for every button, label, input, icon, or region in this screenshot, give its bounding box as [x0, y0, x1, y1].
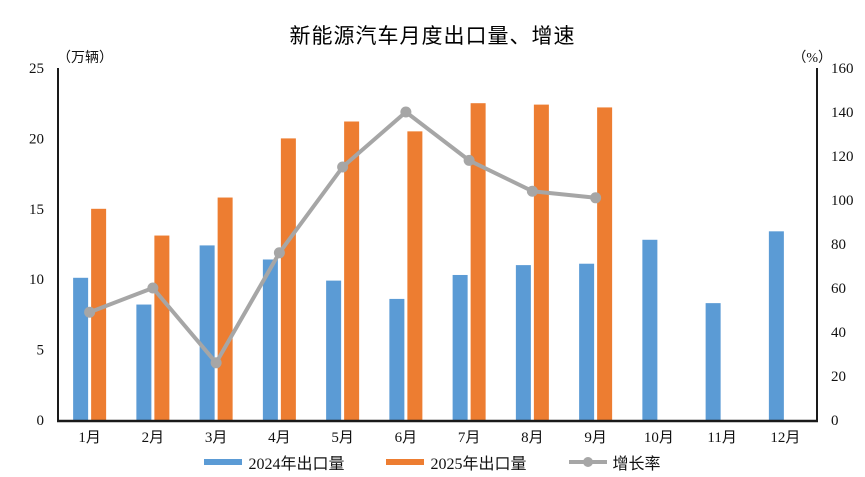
legend-label-2025: 2025年出口量 — [430, 456, 527, 473]
growth-point-2月 — [147, 282, 159, 294]
right-axis-tick-label: 40 — [831, 325, 846, 341]
bar-2024年出口量-2月 — [136, 304, 152, 420]
growth-point-3月 — [210, 357, 222, 369]
left-axis-tick-label: 0 — [37, 413, 45, 429]
legend-item-growth: 增长率 — [568, 450, 661, 474]
chart-title: 新能源汽车月度出口量、增速 — [289, 24, 576, 48]
right-axis-tick-label: 160 — [831, 61, 854, 77]
legend-label-growth: 增长率 — [612, 456, 661, 473]
x-axis-tick-label: 4月 — [268, 430, 291, 446]
bar-2024年出口量-3月 — [199, 245, 215, 420]
x-axis-tick-label: 2月 — [142, 430, 165, 446]
bar-2025年出口量-1月 — [91, 208, 107, 420]
legend-label-2024: 2024年出口量 — [248, 456, 345, 473]
x-axis-tick-label: 3月 — [205, 430, 228, 446]
left-axis-tick-label: 20 — [29, 131, 44, 147]
left-axis-tick-label: 15 — [29, 202, 44, 218]
bar-2024年出口量-9月 — [579, 263, 595, 420]
growth-point-8月 — [526, 185, 538, 197]
left-axis-tick-label: 5 — [37, 343, 45, 359]
bar-2025年出口量-5月 — [344, 121, 360, 420]
bar-2024年出口量-6月 — [389, 298, 405, 420]
bar-2024年出口量-10月 — [642, 239, 658, 420]
bar-2024年出口量-8月 — [515, 265, 531, 420]
right-axis-tick-label: 100 — [831, 193, 854, 209]
right-axis-tick-label: 0 — [831, 413, 839, 429]
bar-2024年出口量-4月 — [262, 259, 278, 420]
bar-2025年出口量-3月 — [217, 197, 233, 420]
right-axis-unit-label: （%） — [792, 51, 832, 66]
right-axis-tick-label: 80 — [831, 237, 846, 253]
x-axis-tick-label: 9月 — [584, 430, 607, 446]
growth-point-9月 — [590, 192, 602, 204]
legend: 2024年出口量 2025年出口量 增长率 — [0, 450, 865, 474]
bar-2025年出口量-2月 — [154, 235, 170, 420]
x-axis-tick-label: 8月 — [521, 430, 544, 446]
bar-2025年出口量-8月 — [533, 104, 549, 420]
right-axis-tick-label: 60 — [831, 281, 846, 297]
growth-point-7月 — [463, 154, 475, 166]
bar-2025年出口量-4月 — [280, 138, 296, 420]
growth-point-4月 — [273, 247, 285, 259]
x-axis-tick-label: 1月 — [78, 430, 101, 446]
x-axis-tick-label: 5月 — [331, 430, 354, 446]
bar-2025年出口量-7月 — [470, 103, 486, 420]
right-axis-tick-label: 140 — [831, 105, 854, 121]
bar-2024年出口量-7月 — [452, 274, 468, 420]
bar-2024年出口量-1月 — [73, 277, 89, 420]
bar-2024年出口量-12月 — [768, 231, 784, 420]
right-axis-tick-label: 20 — [831, 369, 846, 385]
legend-item-2025: 2025年出口量 — [386, 450, 527, 474]
left-axis-tick-label: 25 — [29, 61, 44, 77]
right-axis-tick-label: 120 — [831, 149, 854, 165]
legend-swatch-2025 — [386, 459, 425, 465]
x-axis-tick-label: 6月 — [395, 430, 418, 446]
x-axis-tick-label: 10月 — [644, 430, 674, 446]
bar-2025年出口量-6月 — [407, 131, 423, 421]
legend-line-marker-icon — [568, 456, 607, 468]
left-axis-tick-label: 10 — [29, 272, 44, 288]
bar-2024年出口量-11月 — [705, 303, 721, 420]
growth-point-6月 — [400, 106, 412, 118]
x-axis-tick-label: 12月 — [770, 430, 800, 446]
legend-item-2024: 2024年出口量 — [204, 450, 344, 474]
growth-point-5月 — [337, 161, 349, 173]
bar-2024年出口量-5月 — [326, 280, 342, 420]
x-axis-tick-label: 7月 — [458, 430, 481, 446]
bar-2025年出口量-9月 — [597, 107, 613, 420]
x-axis-tick-label: 11月 — [707, 430, 736, 446]
left-axis-unit-label: （万辆） — [57, 51, 113, 66]
legend-swatch-2024 — [204, 459, 243, 465]
growth-point-1月 — [84, 306, 96, 318]
